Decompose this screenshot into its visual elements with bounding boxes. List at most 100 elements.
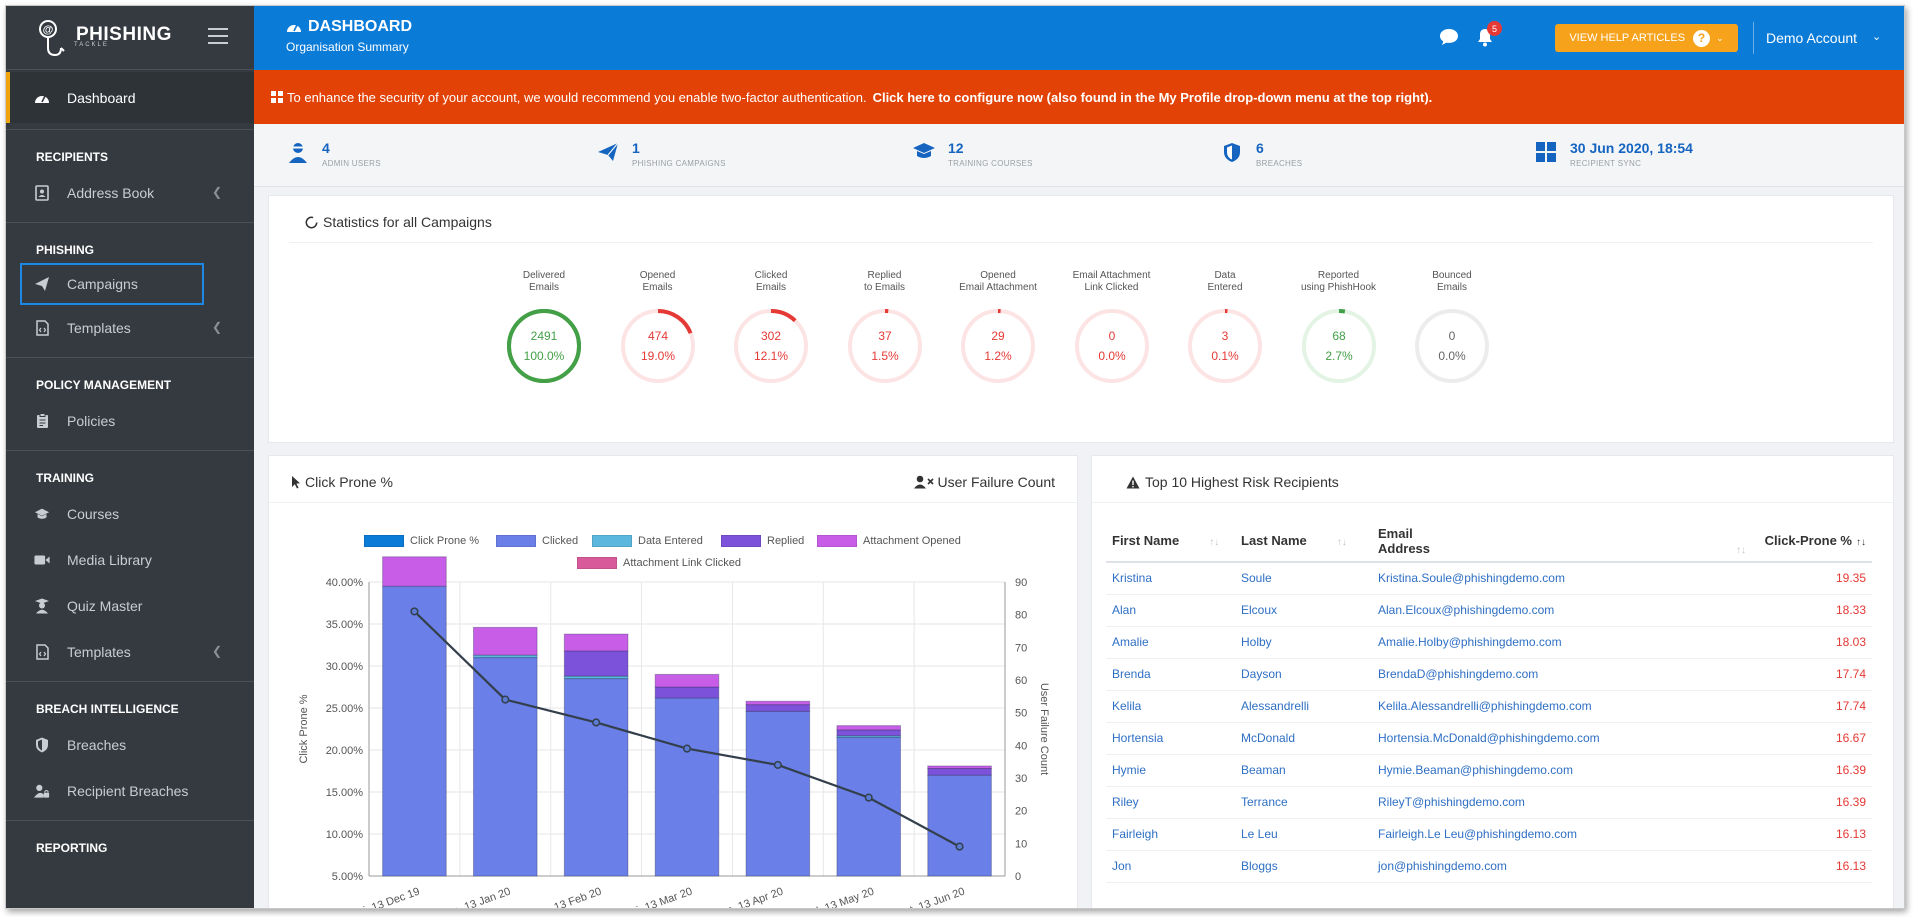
sidebar-item-phishing-templates[interactable]: Templates ❮ [6,305,254,351]
email-cell[interactable]: Fairleigh.Le Leu@phishingdemo.com [1378,818,1747,851]
email-cell[interactable]: Kelila.Alessandrelli@phishingdemo.com [1378,690,1747,723]
email-cell[interactable]: Kristina.Soule@phishingdemo.com [1378,562,1747,595]
gauge-percent: 0.0% [1098,349,1126,363]
first-name-cell[interactable]: Jon [1106,850,1241,883]
last-name-cell[interactable]: McDonald [1241,722,1378,755]
y-tick-label: 30.00% [326,661,364,673]
first-name-cell[interactable]: Riley [1106,786,1241,819]
chat-icon[interactable] [1439,28,1459,51]
bar-segment [745,700,811,706]
last-name-cell[interactable]: Le Leu [1241,818,1378,851]
y2-tick-label: 70 [1015,642,1027,654]
sidebar-item-training-templates[interactable]: Templates ❮ [6,629,254,675]
column-last-name[interactable]: Last Name ↑↓ [1241,520,1378,563]
last-name-cell[interactable]: Holby [1241,626,1378,659]
first-name-cell[interactable]: Brenda [1106,658,1241,691]
sidebar-item-campaigns[interactable]: Campaigns [20,263,204,305]
stat-training-courses[interactable]: 12 TRAINING COURSES [910,140,1033,168]
sidebar-item-courses[interactable]: Courses [6,491,254,537]
configure-2fa-link[interactable]: Click here to configure now (also found … [872,89,1433,105]
y2-tick-label: 30 [1015,773,1027,785]
table-row[interactable]: Alan Elcoux Alan.Elcoux@phishingdemo.com 18… [1106,594,1872,627]
stat-phishing-campaigns[interactable]: 1 PHISHING CAMPAIGNS [594,140,726,168]
email-cell[interactable]: Alan.Elcoux@phishingdemo.com [1378,594,1747,627]
stat-label: BREACHES [1256,159,1303,168]
gauge-label-line: Delivered [522,270,566,281]
gauge-arc [961,309,1035,383]
last-name-cell[interactable]: Soule [1241,562,1378,595]
email-cell[interactable]: Hymie.Beaman@phishingdemo.com [1378,754,1747,787]
table-row[interactable]: Riley Terrance RileyT@phishingdemo.com 16.3… [1106,786,1872,819]
email-cell[interactable]: Hortensia.McDonald@phishingdemo.com [1378,722,1747,755]
menu-toggle-icon[interactable] [208,28,228,44]
gauge-item: Reported using PhishHook 68 2.7% [1270,270,1408,385]
stat-recipient-sync[interactable]: 30 Jun 2020, 18:54 RECIPIENT SYNC [1532,140,1693,168]
table-row[interactable]: Amalie Holby Amalie.Holby@phishingdemo.com… [1106,626,1872,659]
column-email[interactable]: Email Address ↑↓ [1378,520,1746,563]
sidebar-item-media-library[interactable]: Media Library [6,537,254,583]
gauge-arc [620,309,695,383]
email-cell[interactable]: RileyT@phishingdemo.com [1378,786,1747,819]
legend-item[interactable]: Attachment Link Clicked [577,557,741,569]
legend-swatch [364,535,404,547]
first-name-cell[interactable]: Alan [1106,594,1241,627]
account-menu[interactable]: Demo Account [1766,30,1858,46]
user-failure-count-toggle[interactable]: User Failure Count [913,474,1055,490]
chevron-down-icon[interactable]: ⌄ [1872,31,1882,43]
column-click-prone[interactable]: Click-Prone % ↑↓ [1746,520,1872,563]
table-row[interactable]: Kelila Alessandrelli Kelila.Alessandrelli@… [1106,690,1872,723]
table-row[interactable]: Fairleigh Le Leu Fairleigh.Le Leu@phishing… [1106,818,1872,851]
bar-segment [563,650,629,677]
gauge-arc [1188,309,1262,383]
last-name-cell[interactable]: Dayson [1241,658,1378,691]
legend-item[interactable]: Click Prone % [364,535,479,547]
table-row[interactable]: Jon Bloggs jon@phishingdemo.com 16.13 [1106,850,1872,883]
stat-admin-users[interactable]: 4 ADMIN USERS [284,140,381,168]
two-factor-alert: To enhance the security of your account,… [254,70,1904,124]
sidebar-item-breaches[interactable]: Breaches [6,722,254,768]
gauge-percent: 0.1% [1211,349,1239,363]
last-name-cell[interactable]: Elcoux [1241,594,1378,627]
legend-label: Attachment Opened [863,535,961,547]
first-name-cell[interactable]: Amalie [1106,626,1241,659]
table-row[interactable]: Hymie Beaman Hymie.Beaman@phishingdemo.com… [1106,754,1872,787]
column-first-name[interactable]: First Name ↑↓ [1106,520,1241,563]
gauge-label-line: to Emails [863,282,906,293]
view-help-articles-button[interactable]: VIEW HELP ARTICLES ? ⌄ [1555,24,1738,52]
sidebar-item-address-book[interactable]: Address Book ❮ [6,170,254,216]
bar-segment [927,765,992,769]
bar-segment [472,657,538,877]
brand-logo[interactable]: @ PHISHING TACKLE [6,6,254,70]
legend-item[interactable]: Attachment Opened [817,535,961,547]
table-row[interactable]: Hortensia McDonald Hortensia.McDonald@phis… [1106,722,1872,755]
last-name-cell[interactable]: Alessandrelli [1241,690,1378,723]
first-name-cell[interactable]: Hymie [1106,754,1241,787]
section-recipients: RECIPIENTS [36,150,109,164]
table-row[interactable]: Kristina Soule Kristina.Soule@phishingdemo… [1106,562,1872,595]
first-name-cell[interactable]: Hortensia [1106,722,1241,755]
email-cell[interactable]: BrendaD@phishingdemo.com [1378,658,1747,691]
last-name-cell[interactable]: Beaman [1241,754,1378,787]
bar-segment [472,626,538,656]
legend-item[interactable]: Clicked [496,535,578,547]
email-cell[interactable]: jon@phishingdemo.com [1378,850,1747,883]
sidebar-item-dashboard[interactable]: Dashboard [6,72,254,123]
sidebar-item-policies[interactable]: Policies [6,398,254,444]
gauge-item: Data Entered 3 0.1% [1156,270,1294,385]
legend-item[interactable]: Data Entered [592,535,703,547]
table-row[interactable]: Brenda Dayson BrendaD@phishingdemo.com 17.7… [1106,658,1872,691]
stat-breaches[interactable]: 6 BREACHES [1218,140,1302,168]
last-name-cell[interactable]: Bloggs [1241,850,1378,883]
last-name-cell[interactable]: Terrance [1241,786,1378,819]
first-name-cell[interactable]: Fairleigh [1106,818,1241,851]
bar-segment [654,686,720,699]
click-prone-cell: 16.13 [1746,850,1872,883]
gauge-track [1074,309,1149,383]
first-name-cell[interactable]: Kelila [1106,690,1241,723]
sidebar-item-quiz-master[interactable]: Quiz Master [6,583,254,629]
sidebar-item-recipient-breaches[interactable]: Recipient Breaches [6,768,254,814]
first-name-cell[interactable]: Kristina [1106,562,1241,595]
email-cell[interactable]: Amalie.Holby@phishingdemo.com [1378,626,1747,659]
gauge-ring: 474 19.0% [620,309,695,383]
legend-item[interactable]: Replied [721,535,804,547]
